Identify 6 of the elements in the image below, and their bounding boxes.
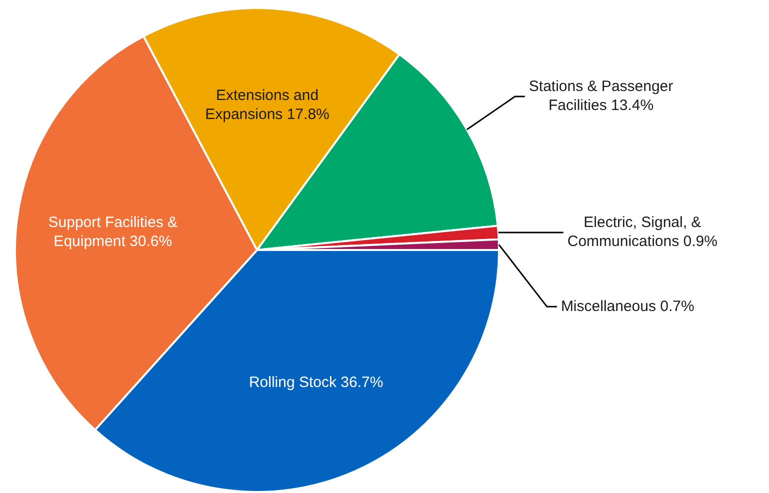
slice-label: Support Facilities & Equipment 30.6%: [48, 214, 178, 250]
slice-label: Stations & Passenger Facilities 13.4%: [528, 78, 674, 114]
slice-label: Extensions and Expansions 17.8%: [205, 86, 330, 123]
slice-label: Rolling Stock 36.7%: [248, 374, 384, 391]
slice-label: Miscellaneous 0.7%: [560, 298, 694, 315]
slice-label: Electric, Signal, & Communications 0.9%: [567, 214, 718, 250]
